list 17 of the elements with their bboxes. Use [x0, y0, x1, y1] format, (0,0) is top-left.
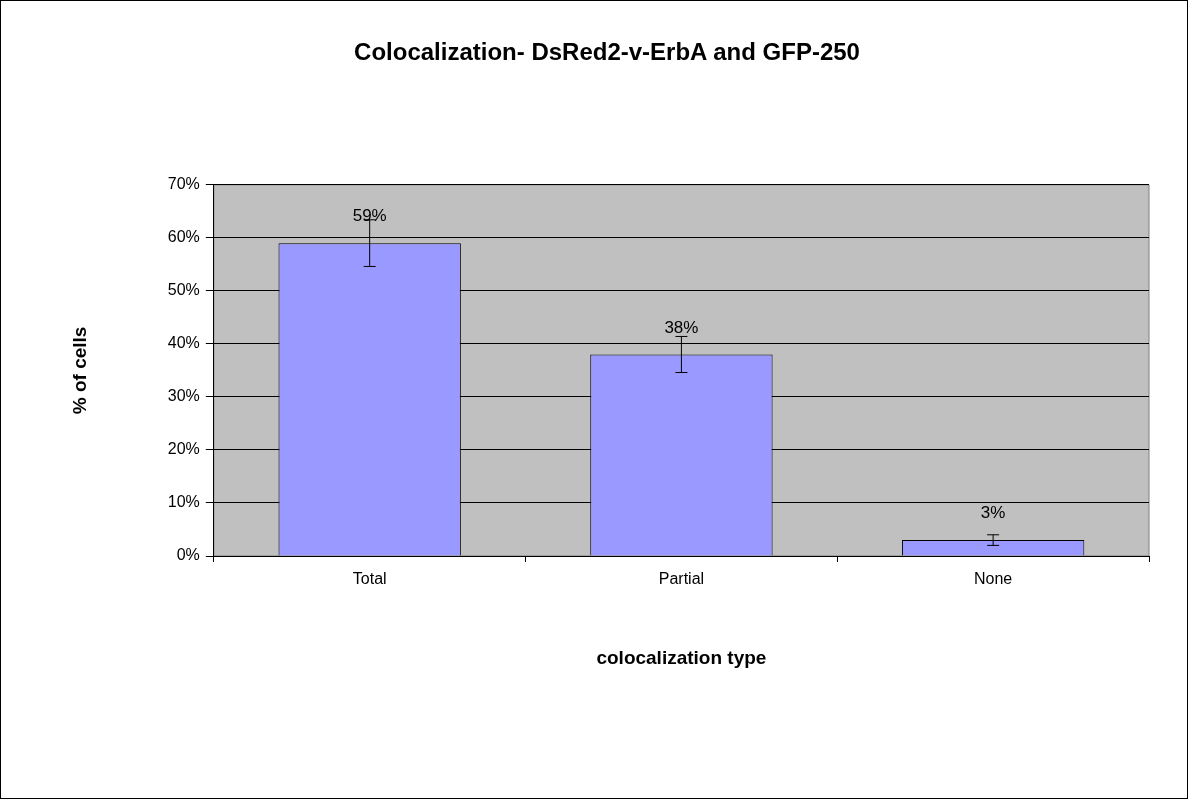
x-tick-label: Partial — [658, 570, 705, 588]
y-tick-label: 10% — [167, 493, 200, 511]
x-axis-title: colocalization type — [596, 646, 767, 668]
x-tick-label: Total — [352, 570, 387, 588]
y-tick-label: 30% — [167, 387, 200, 405]
y-tick-label: 0% — [176, 546, 200, 564]
y-tick-label: 50% — [167, 281, 200, 299]
y-tick-label: 70% — [167, 175, 200, 193]
x-tick-label: None — [974, 570, 1013, 588]
y-axis-title: % of cells — [68, 326, 90, 415]
y-tick-label: 60% — [167, 228, 200, 246]
data-label: 38% — [664, 317, 699, 337]
chart-title: Colocalization- DsRed2-v-ErbA and GFP-250 — [354, 38, 860, 66]
data-label: 59% — [352, 206, 387, 226]
y-tick-label: 40% — [167, 334, 200, 352]
y-tick-label: 20% — [167, 440, 200, 458]
data-label: 3% — [980, 503, 1006, 523]
